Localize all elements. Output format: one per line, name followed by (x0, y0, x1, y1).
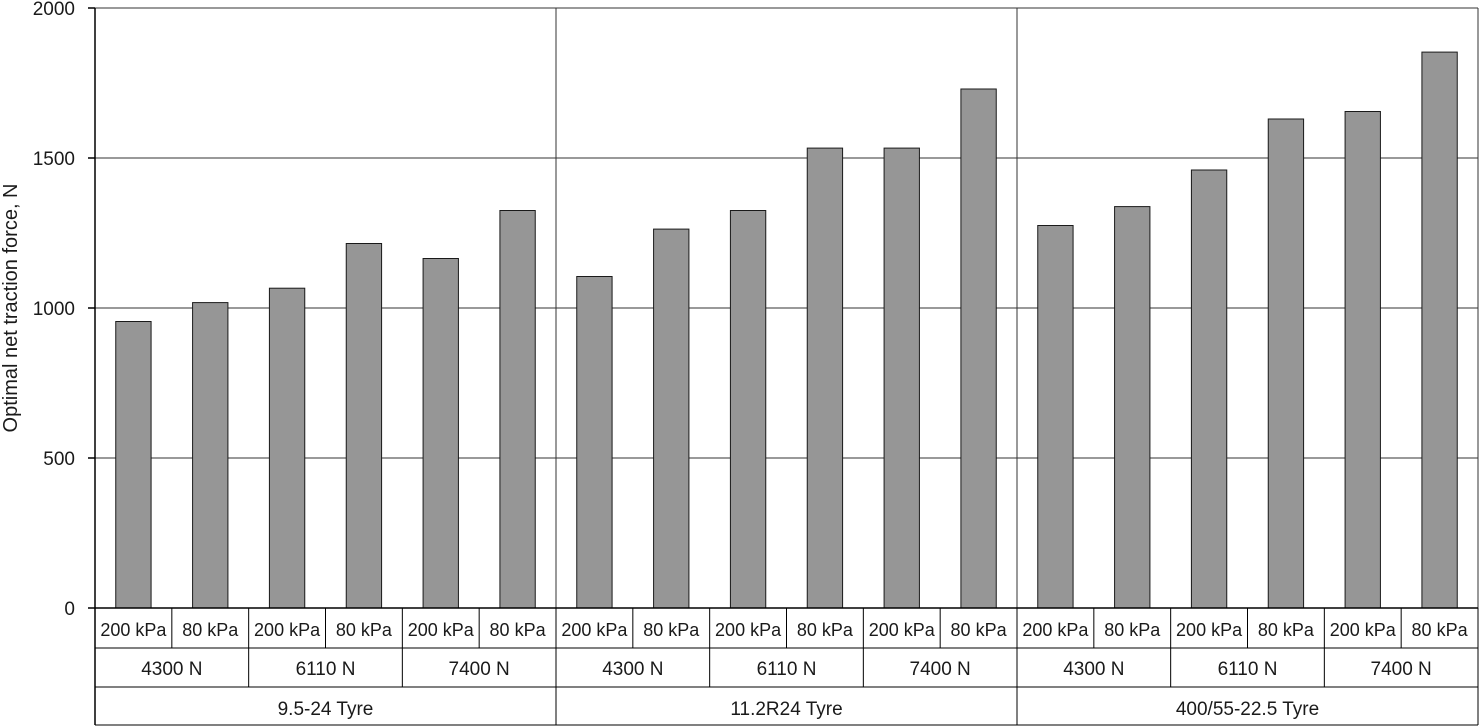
bar (1267, 118, 1305, 609)
bars (115, 51, 1458, 609)
bar (1190, 169, 1228, 609)
bar (960, 88, 997, 609)
load-label: 7400 N (449, 659, 510, 680)
pressure-label: 80 kPa (643, 620, 700, 640)
load-label: 6110 N (296, 659, 356, 680)
bar (806, 147, 844, 609)
gridlines (95, 7, 1479, 608)
load-label: 4300 N (602, 659, 663, 680)
tyre-label: 9.5-24 Tyre (278, 699, 374, 720)
load-label: 7400 N (910, 659, 971, 680)
pressure-label: 200 kPa (100, 620, 167, 640)
category-table: 200 kPa 80 kPa 200 kPa 80 kPa 200 kPa 80 kPa 2… (95, 608, 1479, 726)
pressure-label: 200 kPa (408, 620, 475, 640)
bar (883, 147, 920, 609)
y-tick-label: 0 (64, 599, 75, 620)
bar (729, 210, 767, 609)
bar (422, 258, 459, 609)
bar (499, 210, 536, 609)
pressure-label: 80 kPa (336, 620, 393, 640)
bar (345, 243, 383, 609)
bar (115, 321, 152, 609)
pressure-label: 80 kPa (1258, 620, 1315, 640)
pressure-label: 200 kPa (869, 620, 936, 640)
pressure-label: 80 kPa (182, 620, 239, 640)
bar (192, 302, 229, 609)
pressure-label: 200 kPa (1022, 620, 1089, 640)
load-label: 4300 N (141, 659, 202, 680)
y-tick-label: 2000 (33, 0, 75, 20)
y-tick-label: 1000 (33, 299, 75, 320)
tyre-label: 11.2R24 Tyre (730, 699, 842, 720)
tyre-label: 400/55-22.5 Tyre (1176, 699, 1319, 720)
load-label: 7400 N (1371, 659, 1432, 680)
pressure-label: 200 kPa (1330, 620, 1397, 640)
pressure-label: 80 kPa (1104, 620, 1161, 640)
pressure-label: 80 kPa (490, 620, 547, 640)
bar (1344, 111, 1381, 609)
bar (1421, 51, 1458, 609)
bar (1037, 225, 1074, 609)
pressure-label: 200 kPa (561, 620, 628, 640)
load-label: 6110 N (757, 659, 817, 680)
pressure-label: 200 kPa (1176, 620, 1243, 640)
pressure-label: 200 kPa (254, 620, 321, 640)
y-tick-label: 500 (43, 449, 75, 470)
pressure-label: 200 kPa (715, 620, 782, 640)
bar (576, 276, 613, 609)
load-label: 6110 N (1218, 659, 1278, 680)
bar (1114, 206, 1151, 609)
pressure-label: 80 kPa (951, 620, 1008, 640)
pressure-label: 80 kPa (1412, 620, 1469, 640)
bar (653, 228, 690, 609)
load-label: 4300 N (1063, 659, 1124, 680)
y-tick-label: 1500 (33, 149, 75, 170)
bar (268, 287, 306, 609)
y-axis-title: Optimal net traction force, N (0, 184, 22, 433)
pressure-label: 80 kPa (797, 620, 854, 640)
